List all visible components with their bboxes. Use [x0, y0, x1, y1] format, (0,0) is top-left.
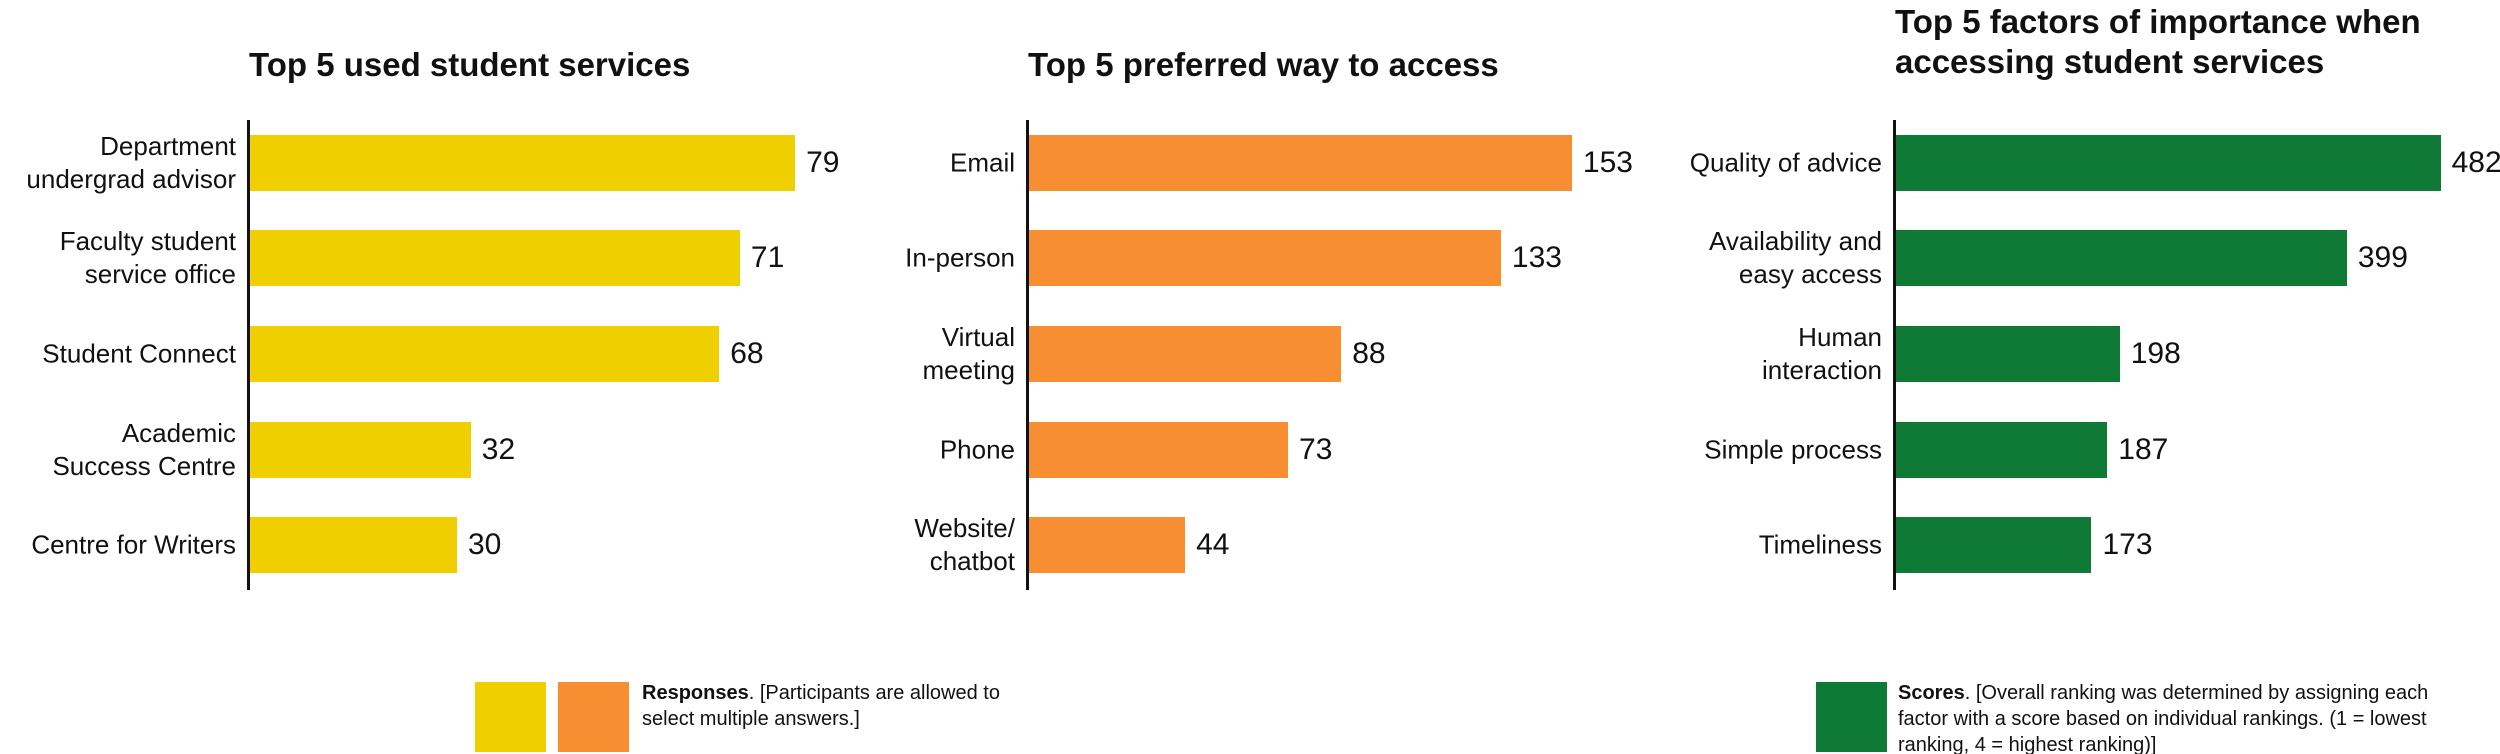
- axis-line: [1026, 120, 1029, 590]
- legend-swatch: [1816, 682, 1887, 752]
- value-label: 482: [2451, 146, 2500, 179]
- bar: [1029, 422, 1289, 478]
- bar: [1896, 230, 2347, 286]
- category-label: Email: [949, 147, 1015, 178]
- bar: [1896, 422, 2108, 478]
- category-label: Academic Success Centre: [52, 418, 236, 481]
- category-label: In-person: [905, 242, 1015, 273]
- bar: [1896, 517, 2092, 573]
- bar: [250, 326, 720, 382]
- axis-line: [247, 120, 250, 590]
- value-label: 32: [481, 433, 516, 466]
- value-label: 187: [2118, 433, 2169, 466]
- category-label: Simple process: [1704, 434, 1882, 465]
- legend-text: Responses. [Participants are allowed to …: [642, 680, 1012, 732]
- legend-swatch: [475, 682, 546, 752]
- value-label: 68: [730, 337, 764, 370]
- legend-text: Scores. [Overall ranking was determined …: [1898, 680, 2438, 754]
- bar: [1896, 135, 2441, 191]
- bar: [250, 135, 796, 191]
- value-label: 73: [1299, 433, 1333, 466]
- chart-title: Top 5 factors of importance when accessi…: [1895, 3, 2421, 80]
- category-label: Virtual meeting: [922, 322, 1016, 385]
- category-label: Quality of advice: [1689, 147, 1882, 178]
- legend-note: . [Overall ranking was determined by ass…: [1898, 682, 2429, 754]
- value-label: 44: [1196, 528, 1230, 561]
- value-label: 198: [2130, 337, 2181, 370]
- value-label: 30: [468, 528, 502, 561]
- value-label: 173: [2102, 528, 2153, 561]
- bar: [1029, 517, 1186, 573]
- chart-title: Top 5 preferred way to access: [1028, 46, 1499, 83]
- bar: [1029, 135, 1572, 191]
- chart-title: Top 5 used student services: [249, 46, 691, 83]
- legend-note: . [Participants are allowed to select mu…: [642, 682, 1000, 730]
- bar: [250, 230, 740, 286]
- category-label: Faculty student service office: [59, 226, 236, 289]
- value-label: 71: [750, 241, 785, 274]
- category-label: Timeliness: [1758, 529, 1882, 560]
- value-label: 88: [1352, 337, 1386, 370]
- category-label: Availability and easy access: [1709, 226, 1882, 289]
- category-label: Website/ chatbot: [914, 513, 1015, 576]
- bar: [1896, 326, 2120, 382]
- category-label: Human interaction: [1762, 322, 1882, 385]
- category-label: Centre for Writers: [31, 529, 236, 560]
- value-label: 153: [1582, 146, 1633, 179]
- value-label: 79: [806, 146, 840, 179]
- value-label: 133: [1511, 241, 1562, 274]
- value-label: 399: [2357, 241, 2408, 274]
- bar: [250, 517, 457, 573]
- legend-swatch: [558, 682, 629, 752]
- bar: [250, 422, 471, 478]
- legend-label: Responses: [642, 682, 749, 704]
- category-label: Student Connect: [42, 338, 236, 369]
- category-label: Phone: [939, 434, 1015, 465]
- bar: [1029, 230, 1501, 286]
- bar: [1029, 326, 1342, 382]
- axis-line: [1893, 120, 1896, 590]
- category-label: Department undergrad advisor: [26, 131, 236, 194]
- legend-label: Scores: [1898, 682, 1965, 704]
